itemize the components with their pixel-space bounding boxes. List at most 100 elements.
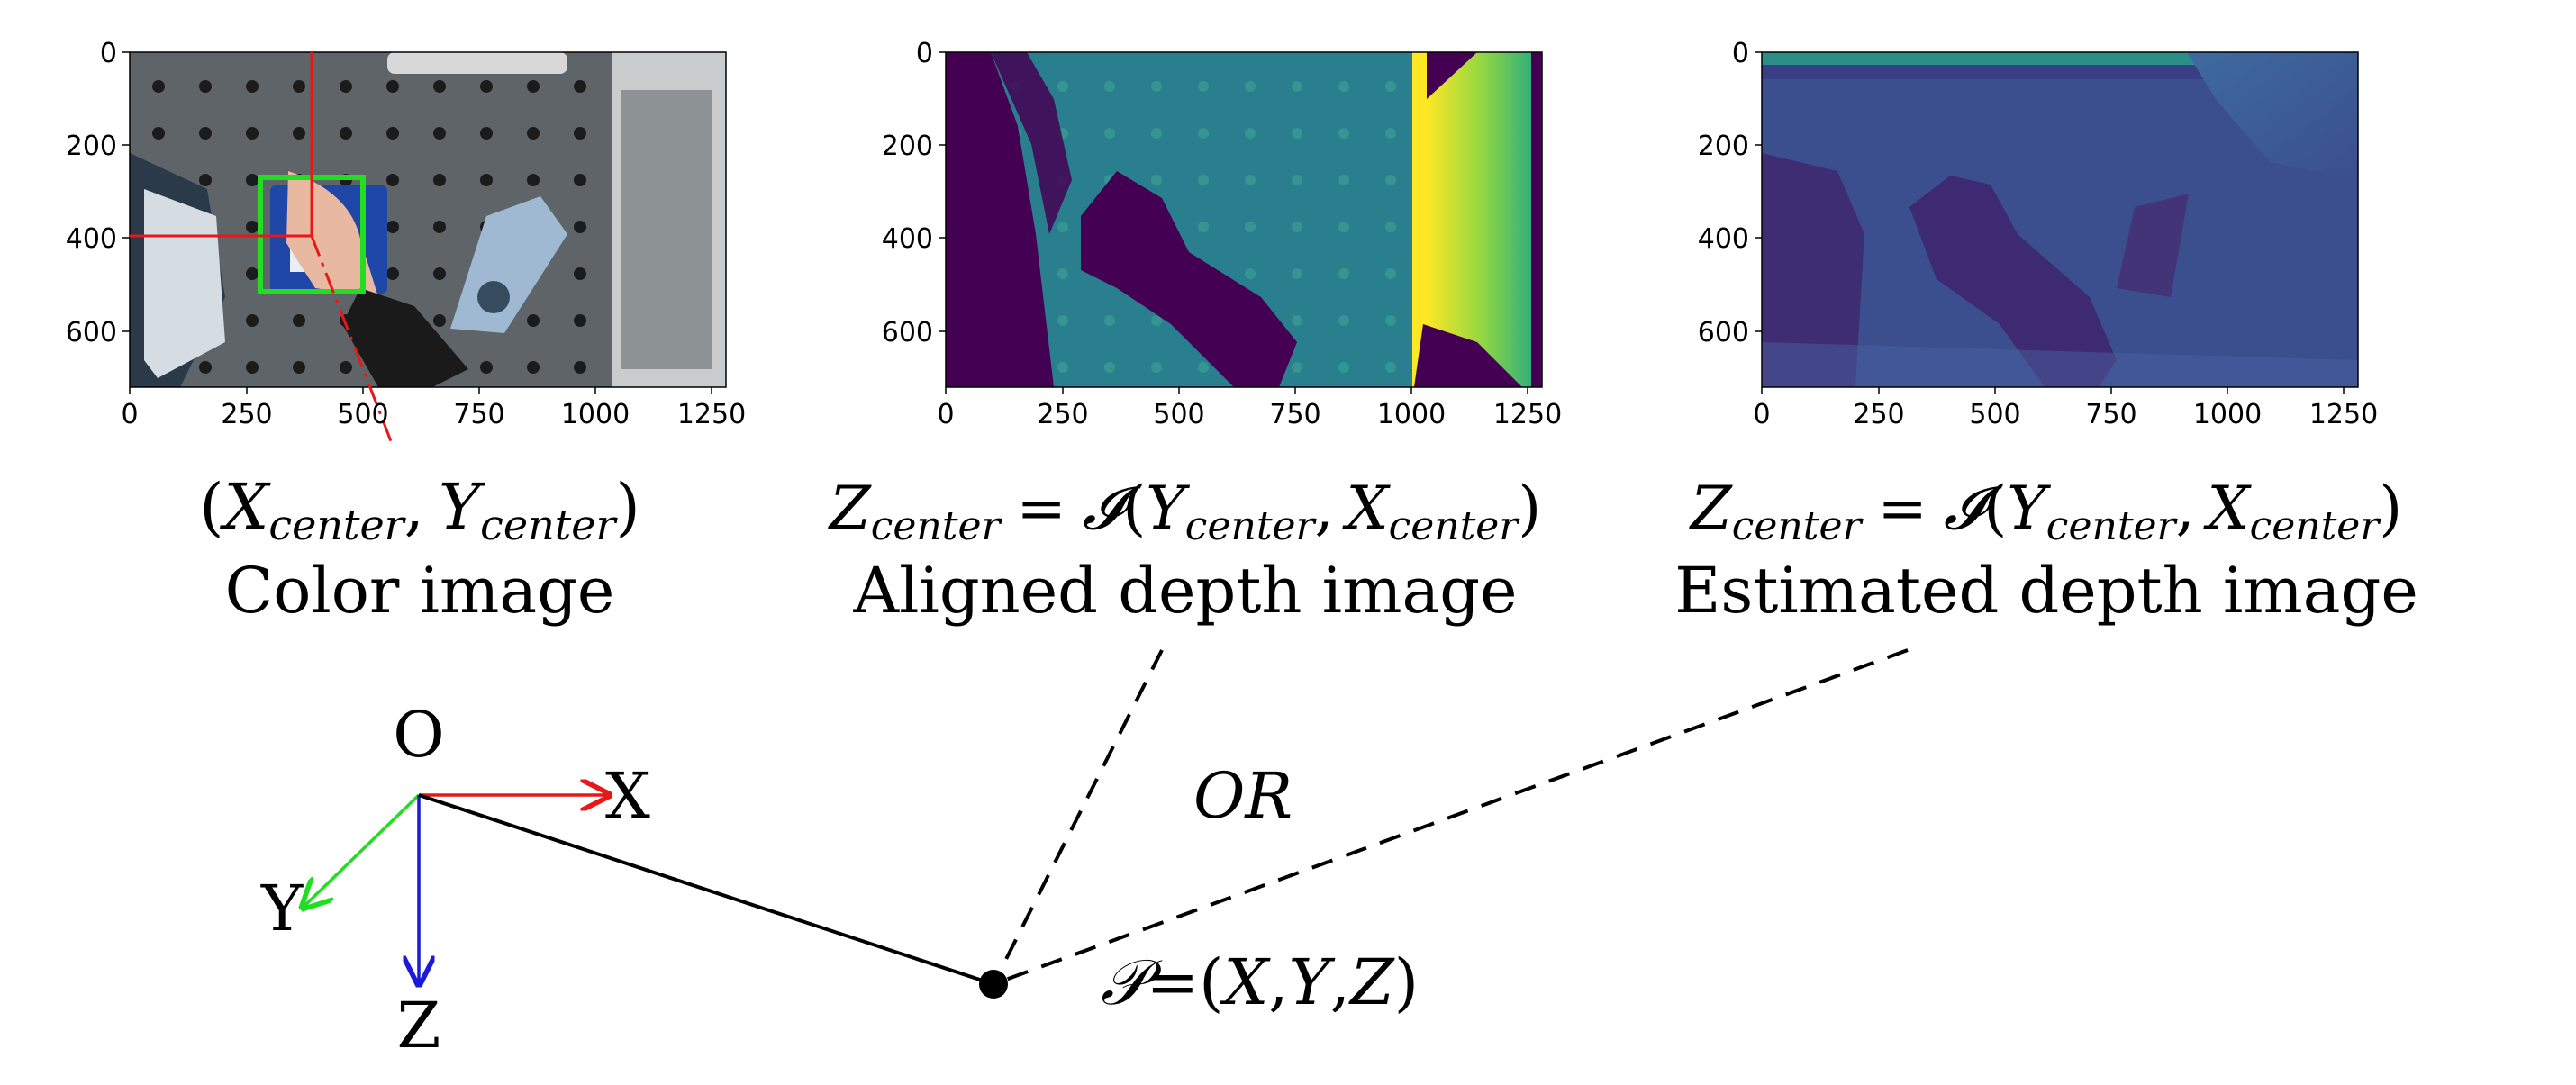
paren-close: ) (1518, 474, 1541, 543)
y-tick-label: 0 (100, 38, 117, 69)
x-axis-label: X (605, 759, 650, 833)
y-axis-arrow (303, 793, 421, 908)
x-var: X (1342, 474, 1392, 543)
y-tick-label: 400 (66, 223, 117, 255)
x-tick-label: 250 (1037, 399, 1088, 430)
center-coordinates-formula: (Xcenter, Ycenter) (199, 470, 640, 549)
aligned-depth-caption: Aligned depth image (853, 554, 1518, 628)
subscript: center (1732, 503, 1864, 549)
y-tick-label: 600 (66, 317, 117, 348)
comma: , (2176, 474, 2195, 543)
y-var: Y (1289, 945, 1336, 1019)
x-tick-label: 1000 (2193, 399, 2262, 430)
estimated-depth-plot (1762, 52, 2358, 387)
aligned-depth-frame (945, 51, 1543, 388)
x-tick-label: 1250 (2309, 399, 2378, 430)
subscript: center (1185, 503, 1318, 549)
paren-close: ) (615, 470, 639, 544)
origin-to-point-ray (418, 793, 994, 986)
x-tick-label: 0 (121, 399, 138, 430)
x-tick-label: 500 (1969, 399, 2020, 430)
paren-close: ) (2379, 474, 2402, 543)
center-crosshair (130, 52, 393, 442)
color-image-caption: Color image (225, 554, 615, 628)
estimated-depth-leader (993, 648, 1909, 986)
y-var: Y (1146, 474, 1190, 543)
y-tick-label: 400 (882, 223, 933, 255)
equals: = (1146, 945, 1199, 1019)
subscript: center (268, 501, 406, 549)
x-tick-label: 750 (1269, 399, 1320, 430)
y-tick-label: 600 (882, 317, 933, 348)
color-image-y-ticks: 0 200 400 600 (66, 38, 130, 348)
estimated-depth-caption: Estimated depth image (1674, 554, 2418, 628)
y-tick-label: 200 (66, 131, 117, 162)
equals: = (1878, 474, 1927, 543)
origin-label: O (393, 698, 444, 772)
x-tick-label: 250 (1853, 399, 1904, 430)
paren-open: ( (1199, 945, 1223, 1019)
camera-frame: O X Y Z (260, 698, 650, 1062)
y-var: Y (439, 470, 485, 544)
color-image-panel: 0 200 400 600 0 250 500 750 1000 1250 (X… (66, 38, 746, 628)
subscript: center (871, 503, 1003, 549)
point-p-marker (979, 970, 1008, 999)
x-tick-label: 750 (453, 399, 504, 430)
x-var: X (1219, 945, 1271, 1019)
y-tick-label: 0 (1732, 38, 1749, 69)
subscript: center (480, 501, 618, 549)
point-p-label: 𝒫=(X,Y,Z) (1101, 945, 1419, 1019)
aligned-depth-leader (992, 649, 1164, 985)
y-tick-label: 600 (1698, 317, 1749, 348)
comma: , (1268, 945, 1288, 1019)
comma: , (1330, 945, 1350, 1019)
estimated-depth-panel: 0 200 400 600 0 250 500 750 1000 1250 Zc… (1674, 38, 2418, 628)
subscript: center (2046, 503, 2179, 549)
paren-open: ( (1983, 474, 2007, 543)
comma: , (404, 470, 424, 544)
color-image-plot (130, 52, 726, 387)
estimated-depth-y-ticks: 0 200 400 600 (1698, 38, 1762, 348)
x-tick-label: 500 (337, 399, 388, 430)
x-var: X (220, 470, 272, 544)
comma: , (1315, 474, 1334, 543)
x-tick-label: 250 (221, 399, 272, 430)
aligned-depth-formula: Zcenter = 𝓘(Ycenter, Xcenter) (828, 474, 1541, 549)
x-tick-label: 750 (2085, 399, 2136, 430)
color-image-frame (129, 51, 727, 388)
z-var: Z (828, 474, 872, 543)
aligned-depth-x-ticks: 0 250 500 750 1000 1250 (937, 387, 1562, 430)
aligned-depth-y-ticks: 0 200 400 600 (882, 38, 946, 348)
x-tick-label: 500 (1153, 399, 1204, 430)
estimated-depth-x-ticks: 0 250 500 750 1000 1250 (1753, 387, 2378, 430)
estimated-depth-frame (1761, 51, 2359, 388)
y-tick-label: 200 (1698, 131, 1749, 162)
y-tick-label: 400 (1698, 223, 1749, 255)
y-tick-label: 200 (882, 131, 933, 162)
equals: = (1017, 474, 1066, 543)
aligned-depth-plot (946, 52, 1542, 387)
or-label: OR (1193, 759, 1293, 833)
paren-close: ) (1394, 945, 1419, 1019)
paren-open: ( (1122, 474, 1146, 543)
x-tick-label: 1250 (677, 399, 746, 430)
z-var: Z (1348, 945, 1395, 1019)
z-var: Z (1689, 474, 1733, 543)
color-image-x-ticks: 0 250 500 750 1000 1250 (121, 387, 746, 430)
x-tick-label: 1000 (1377, 399, 1446, 430)
aligned-depth-panel: 0 200 400 600 0 250 500 750 1000 1250 Zc… (828, 38, 1562, 628)
subscript: center (1389, 503, 1521, 549)
estimated-depth-formula: Zcenter = 𝓘(Ycenter, Xcenter) (1689, 474, 2402, 549)
x-var: X (2203, 474, 2253, 543)
subscript: center (2250, 503, 2382, 549)
paren-open: ( (199, 470, 223, 544)
x-tick-label: 1250 (1493, 399, 1562, 430)
y-tick-label: 0 (916, 38, 933, 69)
y-axis-label: Y (260, 872, 304, 945)
x-tick-label: 0 (937, 399, 954, 430)
y-var: Y (2007, 474, 2051, 543)
x-tick-label: 0 (1753, 399, 1770, 430)
z-axis-label: Z (397, 989, 441, 1062)
x-tick-label: 1000 (561, 399, 630, 430)
